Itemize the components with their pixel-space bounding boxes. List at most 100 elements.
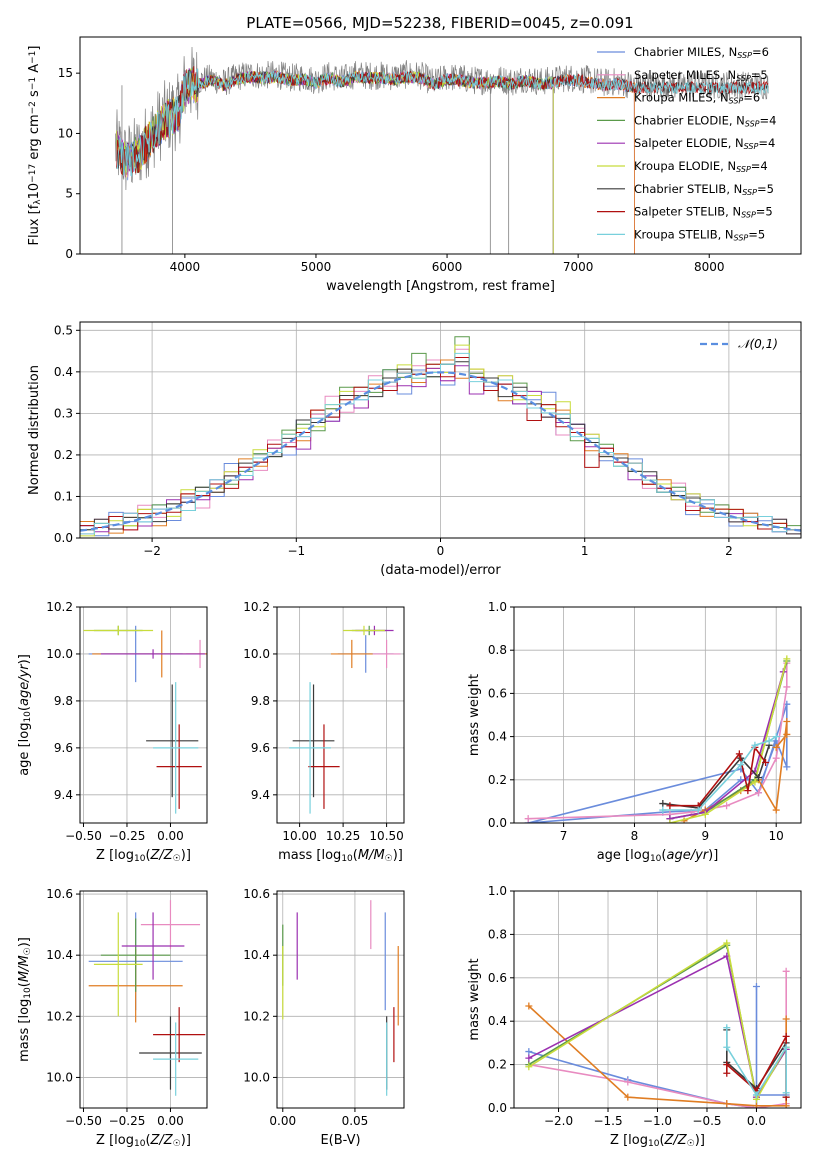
axes-frame	[79, 606, 208, 824]
weight-marker	[525, 1048, 533, 1056]
weight-marker	[659, 800, 667, 808]
weight-marker	[723, 1069, 731, 1077]
y-tick-label: 0.6	[488, 686, 507, 700]
label-part: erg cm	[27, 114, 42, 163]
legend-subscript: SSP	[729, 97, 744, 106]
legend-count: =4	[760, 113, 777, 127]
weight-line	[528, 663, 788, 820]
weight-marker	[701, 810, 709, 818]
x-axis-label: age [log10(age/yr)]	[597, 848, 719, 864]
weight-marker	[525, 1002, 533, 1010]
weight-marker	[525, 1063, 533, 1071]
legend-model: Kroupa ELODIE, N	[634, 159, 736, 173]
label-part: 10	[648, 1139, 660, 1149]
label-part: ]	[27, 46, 42, 51]
label-part: λ	[33, 199, 43, 205]
label-part: ☉	[173, 854, 181, 864]
y-tick-label: 1.0	[488, 884, 507, 898]
weight-line	[669, 671, 785, 820]
label-part: age/yr	[666, 848, 709, 863]
x-tick-label: 8000	[694, 260, 725, 274]
label-part: ☉	[385, 854, 393, 864]
y-tick-label: 10.2	[243, 600, 270, 614]
weight-line	[528, 703, 788, 823]
x-tick-label: 4000	[170, 260, 201, 274]
y-tick-label: 10	[58, 126, 73, 140]
y-axis-label: mass weight	[467, 674, 482, 756]
label-part: (	[145, 1133, 150, 1148]
legend-count: =5	[756, 205, 773, 219]
legend-entry: Kroupa MILES, NSSP=6	[634, 91, 760, 106]
y-axis-label: Normed distribution	[27, 365, 42, 495]
weight-marker	[723, 1043, 731, 1051]
x-axis-label: Z [log10(Z/Z☉)]	[96, 848, 191, 864]
y-tick-label: 10.4	[46, 948, 73, 962]
legend-subscript: SSP	[742, 188, 757, 197]
label-part: Z/Z	[664, 1133, 688, 1148]
label-part: )]	[708, 848, 718, 863]
x-tick-label: 6000	[432, 260, 463, 274]
x-tick-label: −1.0	[643, 1114, 672, 1128]
weight-marker	[735, 750, 743, 758]
label-part: Z [log	[96, 848, 134, 863]
label-part: (	[661, 848, 666, 863]
plot-area	[525, 939, 790, 1108]
x-tick-label: 7	[560, 829, 568, 843]
label-part: Z [log	[610, 1133, 648, 1148]
axes-frame	[79, 36, 802, 255]
legend-entry: Salpeter ELODIE, NSSP=4	[634, 136, 775, 151]
y-tick-label: 9.6	[54, 741, 73, 755]
weight-marker	[744, 787, 752, 795]
x-tick-label: 8	[631, 829, 639, 843]
weight-marker	[666, 802, 674, 810]
x-axis-label: E(B-V)	[320, 1133, 360, 1148]
legend-count: =6	[752, 45, 769, 59]
legend-count: =4	[751, 159, 768, 173]
label-part: mass [log	[278, 848, 341, 863]
label-part: )]	[695, 1133, 705, 1148]
x-tick-label: −0.25	[109, 1114, 146, 1128]
label-part: 10	[23, 711, 33, 723]
weight-marker	[765, 737, 773, 745]
weight-marker	[694, 806, 702, 814]
weight-marker	[752, 1091, 760, 1099]
legend-subscript: SSP	[737, 51, 752, 60]
plot-area	[115, 46, 769, 254]
legend-entry: Salpeter STELIB, NSSP=5	[634, 205, 773, 220]
x-tick-label: 9	[702, 829, 710, 843]
weight-marker	[754, 789, 762, 797]
y-axis-label: Flux [fλ10−17 erg cm−2 s−1 A−1]	[27, 46, 43, 246]
legend-model: Salpeter MILES, N	[634, 68, 736, 82]
x-axis-label: wavelength [Angstrom, rest frame]	[326, 279, 555, 294]
y-tick-label: 10.6	[243, 887, 270, 901]
label-part: (	[145, 848, 150, 863]
weight-marker	[624, 1093, 632, 1101]
label-part: )]	[181, 1133, 191, 1148]
weight-marker	[659, 806, 667, 814]
y-axis-label: mass [log10(M/M☉)]	[17, 937, 33, 1062]
y-tick-label: 10.4	[243, 948, 270, 962]
legend-entry: Kroupa ELODIE, NSSP=4	[634, 159, 768, 174]
label-part: age [log	[597, 848, 650, 863]
x-tick-label: −1.5	[593, 1114, 622, 1128]
residual-histogram	[80, 352, 801, 535]
x-tick-label: 10.50	[369, 829, 403, 843]
plot-area	[88, 900, 206, 1096]
weight-marker	[782, 1089, 790, 1097]
x-tick-label: 10.25	[326, 829, 360, 843]
weight-marker	[723, 1024, 731, 1032]
label-part: )]	[17, 654, 32, 664]
y-tick-label: 0.4	[488, 730, 507, 744]
y-tick-label: 0.0	[488, 1101, 507, 1115]
plot-area	[524, 655, 791, 823]
weight-marker	[737, 761, 745, 769]
x-tick-label: −0.25	[109, 829, 146, 843]
label-part: (	[17, 982, 32, 987]
label-part: s	[27, 90, 42, 101]
x-tick-label: 0.00	[269, 1114, 296, 1128]
label-part: 10	[134, 1139, 146, 1149]
label-part: Z [log	[96, 1133, 134, 1148]
weight-marker	[772, 733, 780, 741]
weight-marker	[751, 778, 759, 786]
